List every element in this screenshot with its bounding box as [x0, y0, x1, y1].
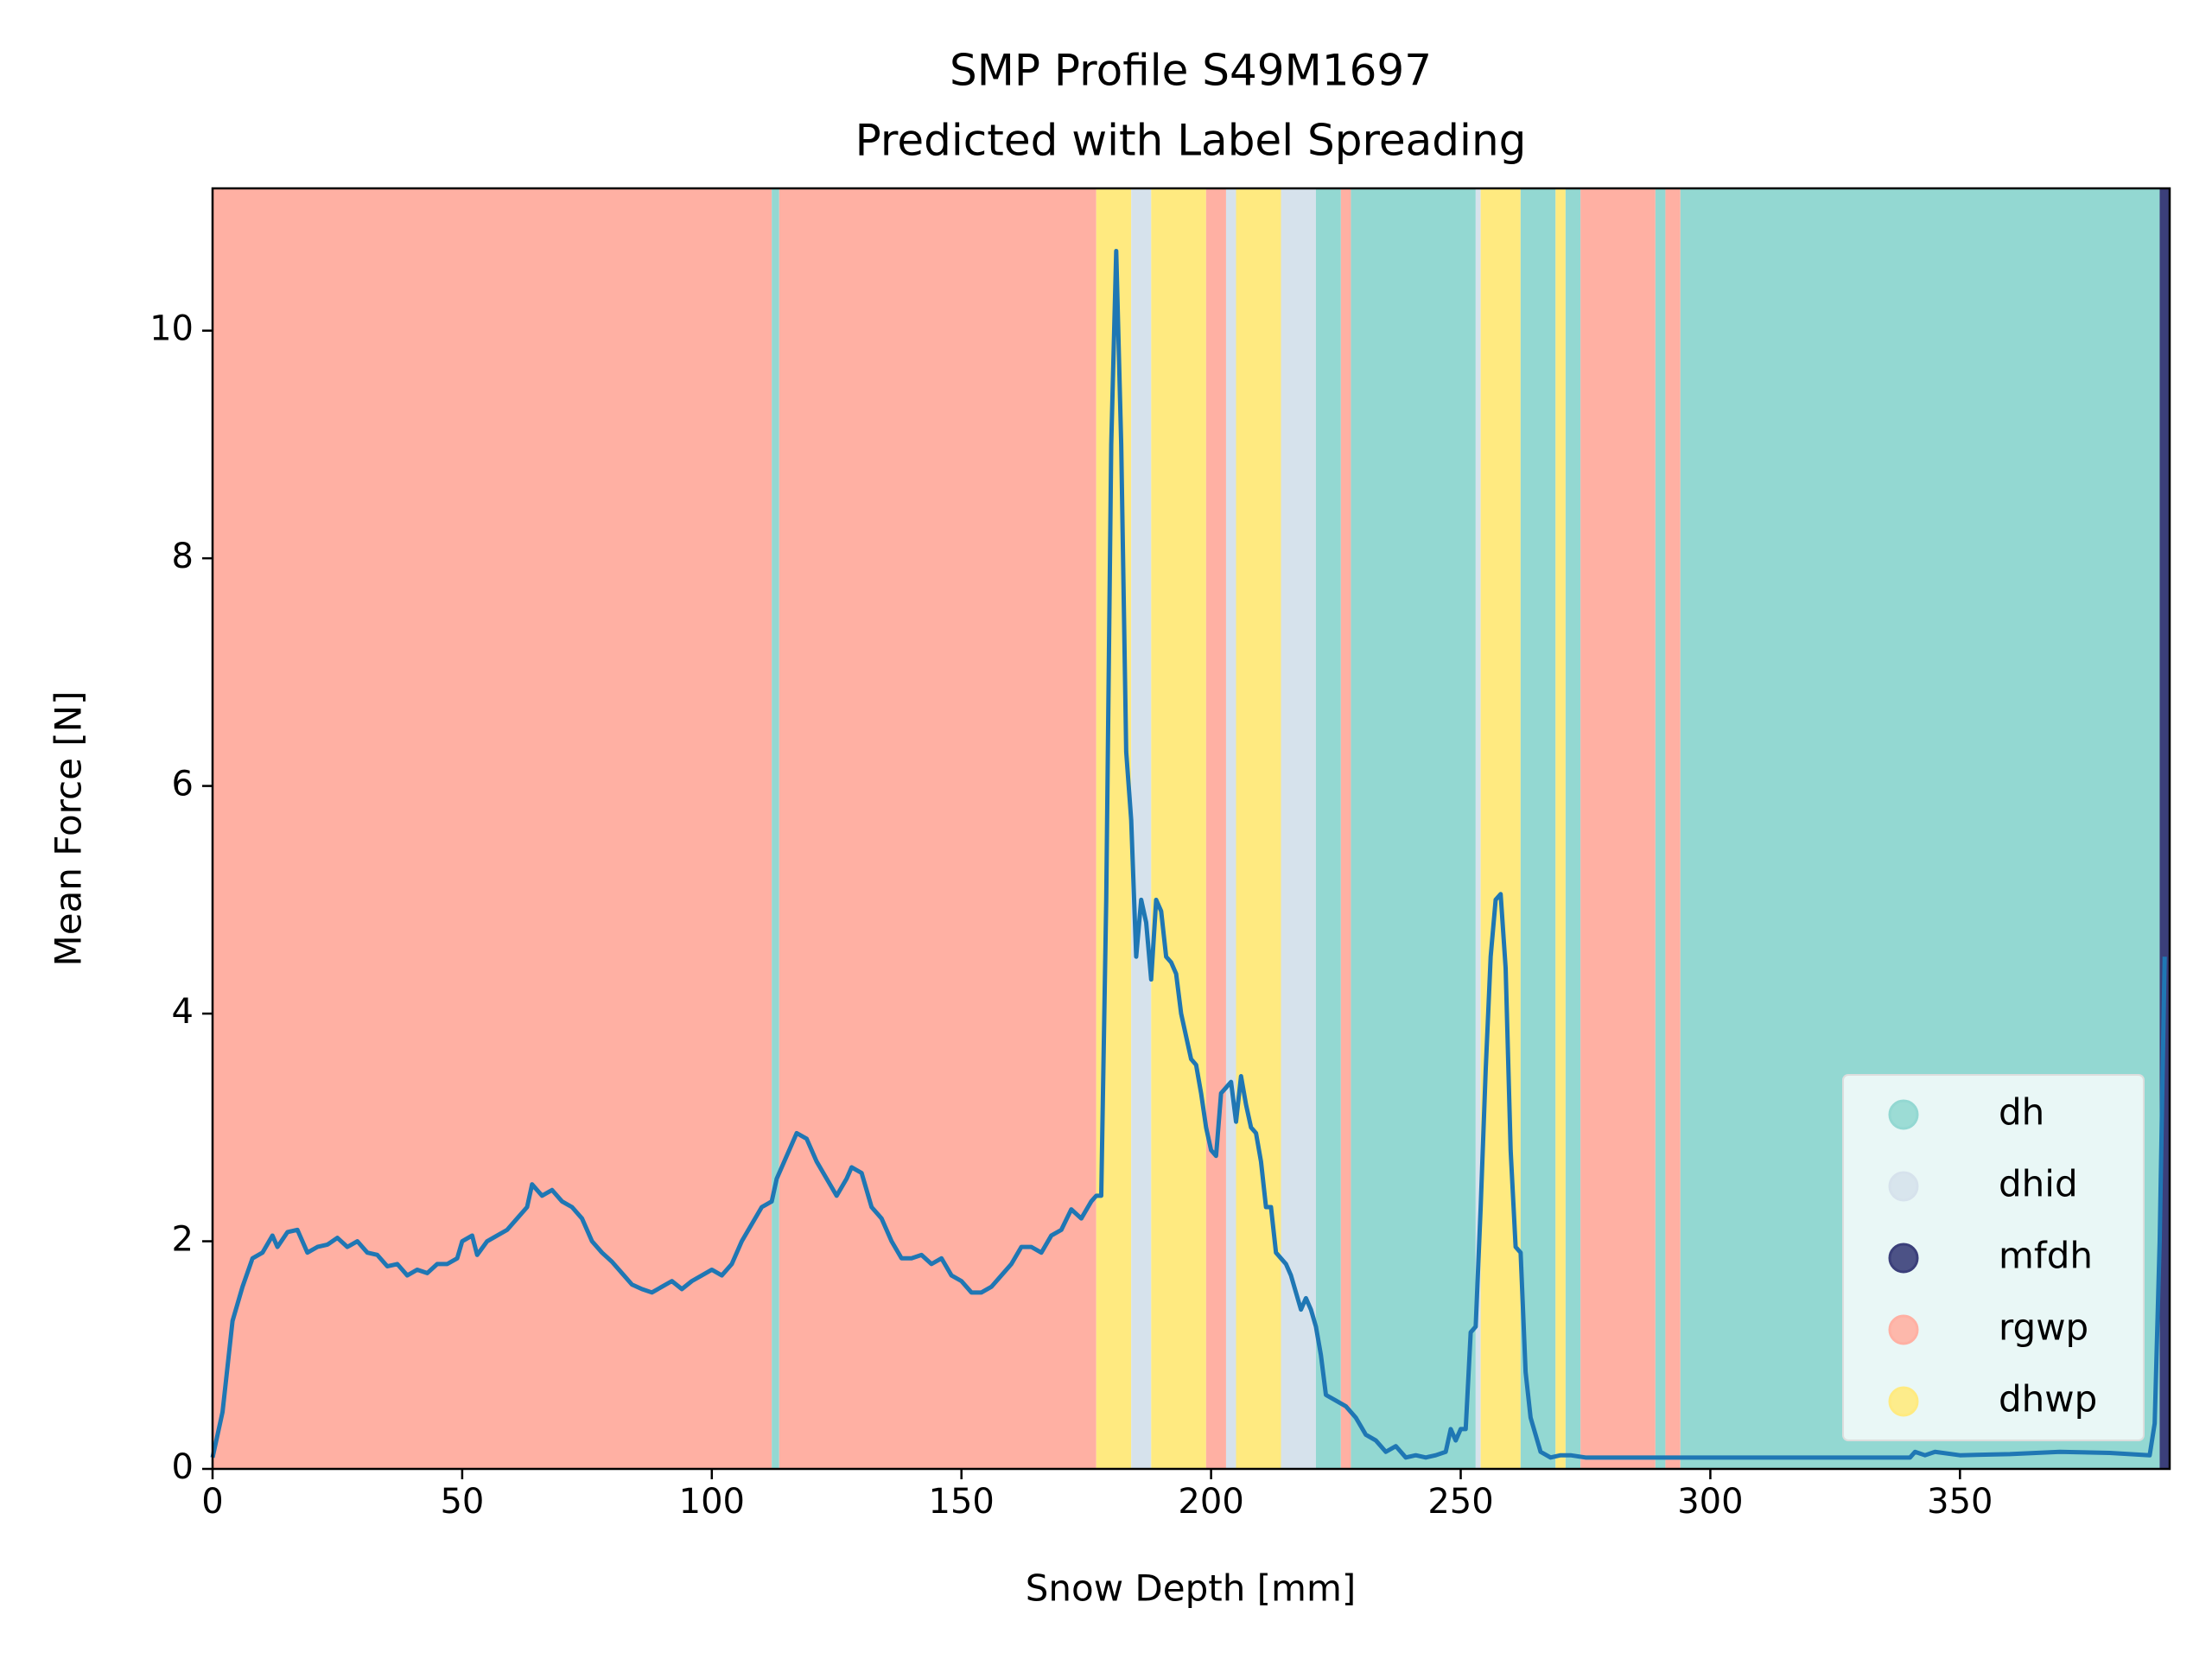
legend-box — [1842, 1074, 2145, 1441]
class-band — [1315, 188, 1341, 1469]
x-tick-label: 300 — [1677, 1482, 1743, 1522]
class-band — [1131, 188, 1152, 1469]
y-tick-label: 4 — [172, 992, 194, 1032]
legend-marker — [1888, 1099, 1919, 1130]
class-band — [779, 188, 1096, 1469]
y-tick-label: 6 — [172, 765, 194, 804]
y-tick-label: 8 — [172, 537, 194, 576]
y-tick-label: 2 — [172, 1220, 194, 1260]
class-band — [1665, 188, 1681, 1469]
chart-title: SMP Profile S49M1697 — [950, 46, 1432, 96]
class-band — [1340, 188, 1351, 1469]
y-tick-label: 10 — [149, 309, 194, 349]
legend-marker — [1888, 1171, 1919, 1202]
y-axis-label: Mean Force [N] — [48, 691, 90, 967]
x-tick-label: 0 — [201, 1482, 223, 1522]
x-tick-label: 100 — [679, 1482, 745, 1522]
class-band — [1520, 188, 1556, 1469]
legend-label: dhid — [1999, 1163, 2078, 1205]
legend-label: mfdh — [1999, 1235, 2093, 1277]
class-band — [1225, 188, 1236, 1469]
class-band — [1480, 188, 1521, 1469]
x-axis-label: Snow Depth [mm] — [1026, 1567, 1357, 1610]
legend-marker — [1888, 1243, 1919, 1274]
x-tick-label: 200 — [1178, 1482, 1243, 1522]
class-band — [1655, 188, 1666, 1469]
legend-label: rgwp — [1999, 1306, 2088, 1349]
class-band — [1281, 188, 1316, 1469]
plot-frame — [211, 187, 2171, 1471]
x-tick-label: 350 — [1927, 1482, 1993, 1522]
class-band — [1236, 188, 1281, 1469]
class-band — [1151, 188, 1206, 1469]
legend-marker — [1888, 1386, 1919, 1417]
class-band — [1351, 188, 1476, 1469]
x-tick-label: 150 — [929, 1482, 995, 1522]
class-band — [2159, 188, 2170, 1469]
class-band — [1205, 188, 1226, 1469]
x-tick-label: 250 — [1427, 1482, 1493, 1522]
legend-label: dhwp — [1999, 1378, 2097, 1421]
class-band — [1580, 188, 1656, 1469]
class-band — [1475, 188, 1481, 1469]
data-line — [210, 248, 2167, 1460]
legend-label: dh — [1999, 1091, 2044, 1134]
class-band — [772, 188, 779, 1469]
legend-marker — [1888, 1314, 1919, 1345]
y-tick-label: 0 — [172, 1447, 194, 1487]
x-tick-label: 50 — [440, 1482, 484, 1522]
class-band — [1565, 188, 1581, 1469]
class-band — [213, 188, 772, 1469]
chart-subtitle: Predicted with Label Spreading — [855, 116, 1527, 166]
class-band — [1555, 188, 1566, 1469]
